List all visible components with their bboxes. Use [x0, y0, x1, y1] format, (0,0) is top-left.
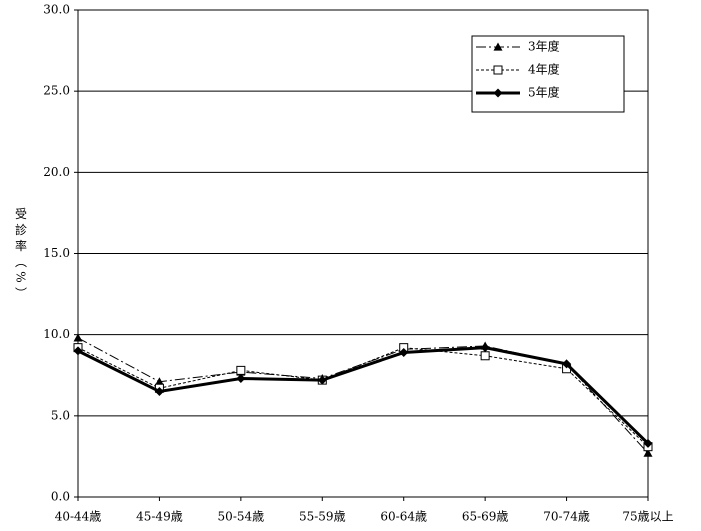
data-point [399, 348, 409, 358]
legend-marker [493, 65, 503, 75]
y-tick-label: 30.0 [43, 3, 70, 17]
data-point [154, 386, 164, 396]
data-point [643, 438, 653, 448]
x-tick-label: 45-49歳 [136, 510, 183, 524]
data-point [480, 351, 490, 361]
y-tick-label: 15.0 [43, 246, 70, 260]
x-tick-label: 75歳以上 [622, 510, 673, 524]
data-point [236, 365, 246, 375]
data-point [73, 346, 83, 356]
x-tick-label: 40-44歳 [55, 510, 102, 524]
data-point [73, 333, 83, 342]
data-point [154, 377, 164, 386]
x-tick-label: 50-54歳 [218, 510, 265, 524]
series-line [77, 347, 649, 448]
data-point [562, 359, 572, 369]
legend-marker [493, 88, 503, 98]
series-line [77, 337, 649, 454]
y-tick-label: 10.0 [43, 327, 70, 341]
x-tick-label: 65-69歳 [462, 510, 509, 524]
data-point [317, 375, 327, 385]
y-tick-label: 0.0 [51, 490, 70, 504]
plot-frame [77, 9, 649, 498]
data-point [480, 343, 490, 353]
y-axis-label: 受診率（%） [14, 207, 28, 303]
legend-marker [493, 42, 503, 51]
legend-label: 5年度 [528, 85, 560, 100]
x-tick-label: 55-59歳 [299, 510, 346, 524]
legend-label: 4年度 [528, 62, 560, 77]
series-line [77, 346, 650, 445]
data-point [643, 448, 653, 457]
data-point [236, 373, 246, 383]
y-tick-label: 20.0 [43, 165, 70, 179]
y-tick-label: 5.0 [51, 408, 70, 422]
legend-label: 3年度 [528, 39, 560, 54]
x-tick-label: 60-64歳 [380, 510, 427, 524]
y-tick-label: 25.0 [43, 84, 70, 98]
x-tick-label: 70-74歳 [543, 510, 590, 524]
